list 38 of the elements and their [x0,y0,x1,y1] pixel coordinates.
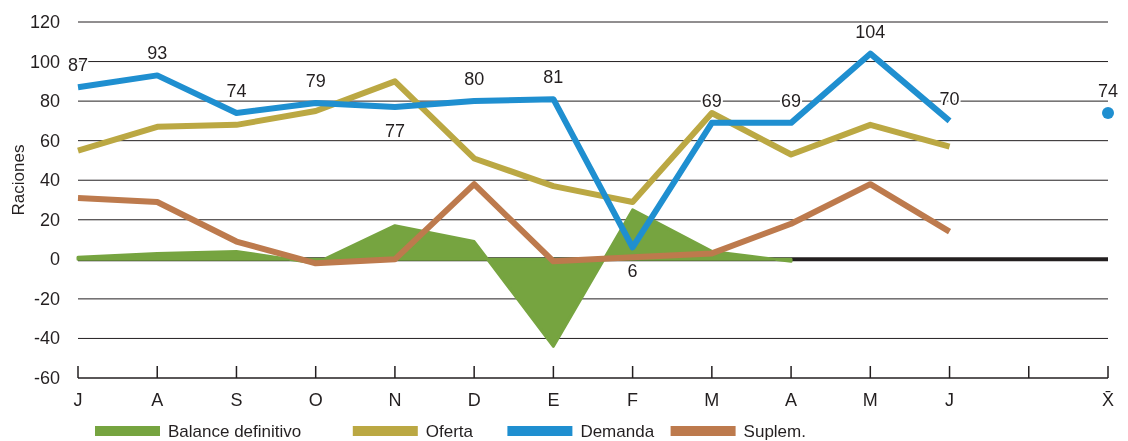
y-tick-label: -60 [33,368,60,388]
y-tick-label: 100 [29,51,60,72]
y-tick-label: 80 [39,91,60,112]
x-tick-label: O [308,390,323,410]
x-tick-label: M [862,390,878,410]
x-tick-label: F [627,390,639,410]
data-label: 77 [384,121,405,142]
x-tick-label: J [945,390,955,410]
x-tick-label: X̄ [1101,390,1115,410]
legend-label: Suplem. [743,422,806,441]
legend-label: Balance definitivo [168,422,302,441]
x-tick-label: D [467,390,481,410]
data-label: 6 [627,261,638,282]
data-label: 80 [464,69,485,90]
x-tick-label: S [230,390,243,410]
data-label: 104 [855,21,886,42]
y-tick-label: 20 [39,209,60,230]
data-label: 87 [67,55,89,76]
x-tick-label: M [704,390,720,410]
data-label: 74 [1097,80,1119,101]
x-tick-label: J [73,390,83,410]
y-tick-label: 0 [49,249,60,270]
x-tick-label: N [388,390,402,410]
y-axis-title: Raciones [9,144,28,216]
y-tick-label: 40 [39,170,60,191]
x-tick-label: A [151,390,164,410]
data-label: 79 [305,71,326,92]
legend-label: Oferta [425,422,474,441]
x-tick-label: E [547,390,560,410]
y-tick-label: -20 [33,288,60,309]
data-label: 74 [226,80,247,101]
y-tick-label: -40 [33,328,60,349]
x-tick-label: A [785,390,798,410]
y-tick-label: 120 [29,12,60,32]
data-label: 93 [147,43,168,64]
data-label: 81 [543,67,564,88]
y-tick-label: 60 [39,130,60,151]
legend-label: Demanda [580,422,655,441]
